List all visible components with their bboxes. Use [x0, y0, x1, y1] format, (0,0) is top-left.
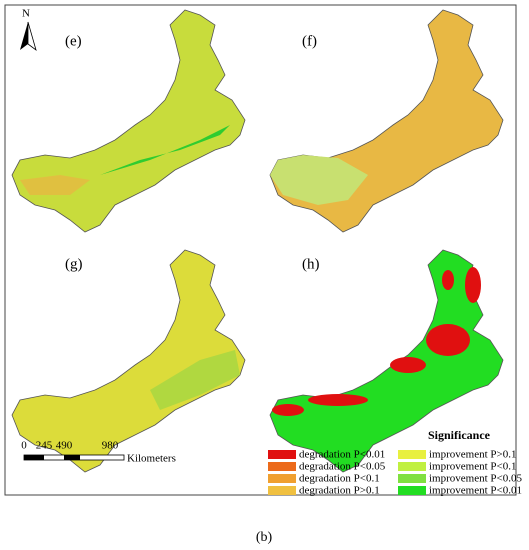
legend-swatch — [268, 486, 296, 495]
scale-label: 0 — [21, 440, 27, 452]
legend-label: degradation P>0.1 — [299, 485, 380, 497]
legend-label: degradation P<0.05 — [299, 461, 386, 473]
north-arrow — [20, 22, 28, 50]
legend-swatch — [268, 462, 296, 471]
map-panel — [269, 9, 504, 233]
legend-swatch — [268, 450, 296, 459]
scale-label: 245 — [36, 440, 53, 452]
map-panel — [11, 249, 246, 473]
scale-unit: Kilometers — [127, 453, 176, 465]
region-patch — [442, 270, 454, 290]
legend-label: degradation P<0.01 — [299, 449, 385, 461]
frame — [4, 4, 517, 496]
legend-title: Significance — [428, 428, 491, 442]
legend-swatch — [398, 462, 426, 471]
north-arrow — [27, 21, 37, 52]
region-patch — [150, 350, 240, 410]
map-panel — [269, 249, 504, 473]
region-patch — [270, 155, 368, 205]
map-panel — [11, 9, 246, 233]
caption: (b) — [256, 530, 273, 545]
scale-label: 490 — [56, 440, 73, 452]
legend-swatch — [268, 474, 296, 483]
panel-label: (e) — [65, 33, 82, 49]
scale-segment — [64, 455, 80, 460]
region-patch — [272, 404, 304, 416]
legend-label: improvement P>0.1 — [429, 449, 516, 461]
legend-label: improvement P<0.05 — [429, 473, 522, 485]
scale-bar: 0 245 490 980 Kilometers — [21, 440, 176, 465]
region-patch — [20, 175, 90, 195]
scale-label: 980 — [102, 440, 119, 452]
legend-swatch — [398, 450, 426, 459]
legend-swatch — [398, 474, 426, 483]
legend: Significance degradation P<0.01 degradat… — [268, 428, 522, 497]
panel-label: (g) — [65, 256, 83, 272]
region-patch — [308, 394, 368, 406]
region — [11, 9, 246, 233]
north-label: N — [22, 8, 30, 20]
panel-label: (h) — [302, 256, 320, 272]
region-patch — [465, 267, 481, 303]
region-patch — [426, 324, 470, 356]
panel-label: (f) — [302, 33, 317, 49]
legend-swatch — [398, 486, 426, 495]
region-patch — [390, 357, 426, 373]
legend-label: degradation P<0.1 — [299, 473, 380, 485]
scale-segment — [24, 455, 44, 460]
legend-label: improvement P<0.1 — [429, 461, 516, 473]
legend-label: improvement P<0.01 — [429, 485, 522, 497]
